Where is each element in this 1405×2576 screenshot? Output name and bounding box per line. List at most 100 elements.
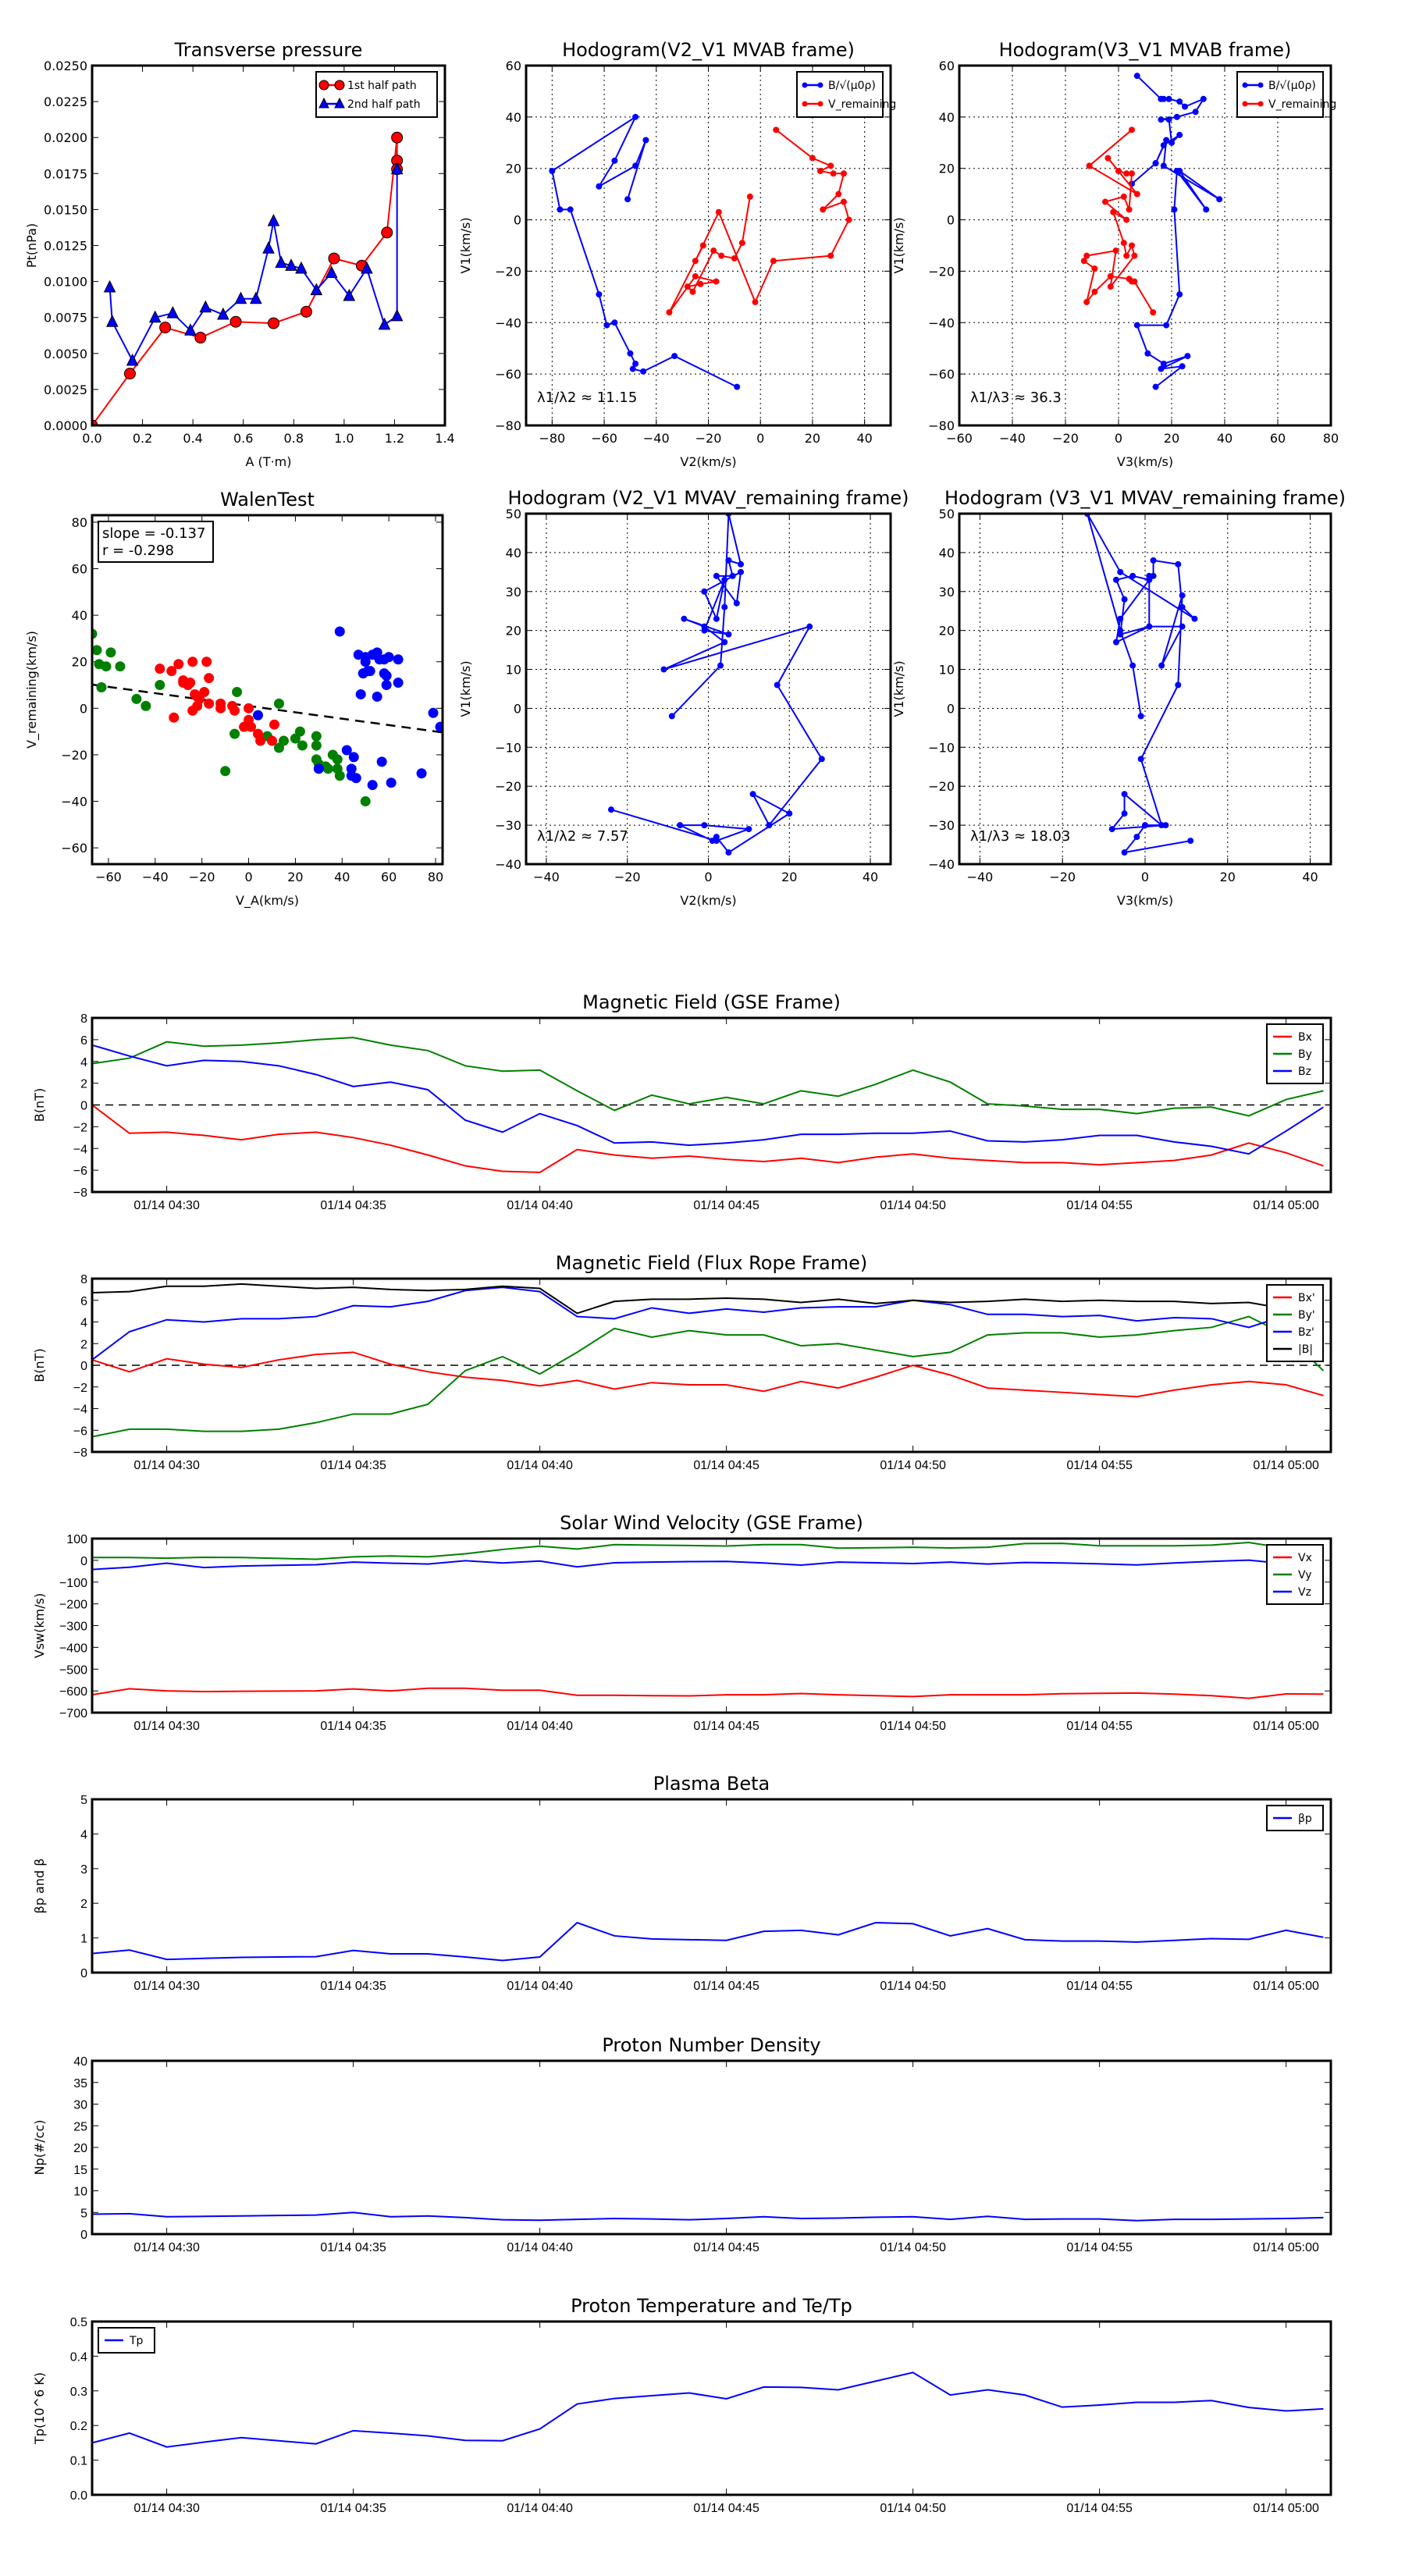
data-point <box>774 681 781 688</box>
y-axis-label: Tp(10^6 K) <box>32 2372 47 2445</box>
data-point <box>738 568 745 575</box>
data-point-blue <box>253 710 264 720</box>
y-tick-label: −40 <box>495 857 521 872</box>
legend-label: By <box>1298 1048 1312 1061</box>
data-point <box>1107 273 1114 280</box>
x-tick-label: 20 <box>805 431 820 446</box>
plot-area <box>92 2211 1324 2222</box>
data-point <box>1080 258 1087 265</box>
data-point <box>1112 639 1119 646</box>
data-point <box>668 713 675 720</box>
y-tick-label: 2 <box>80 1078 87 1091</box>
eigenvalue-ratio: λ1/λ3 ≈ 36.3 <box>970 390 1062 406</box>
y-tick-label: −20 <box>495 264 521 279</box>
x-tick-label: 01/14 04:45 <box>693 1199 759 1212</box>
y-tick-label: −60 <box>61 841 87 856</box>
data-point <box>830 170 837 177</box>
data-point-green <box>155 680 165 691</box>
data-point-red <box>215 703 226 713</box>
legend-label: Vy <box>1298 1569 1312 1582</box>
data-point-green <box>232 686 243 697</box>
chart-title: Transverse pressure <box>174 39 363 61</box>
data-point <box>325 265 338 279</box>
series-line <box>92 137 398 425</box>
series-line-βp <box>92 1921 1324 1962</box>
chart-title: Proton Temperature and Te/Tp <box>571 2295 852 2317</box>
series-line-Bz' <box>92 1286 1324 1361</box>
data-point <box>1216 196 1223 203</box>
y-axis-label: B(nT) <box>32 1088 47 1122</box>
data-point <box>1121 810 1128 817</box>
data-point <box>1083 252 1090 259</box>
legend-marker <box>1242 82 1248 88</box>
y-tick-label: −80 <box>495 418 521 433</box>
x-tick-label: 01/14 05:00 <box>1253 2502 1319 2515</box>
y-tick-label: −8 <box>73 1187 87 1200</box>
data-point <box>1117 568 1124 575</box>
data-point <box>845 216 852 223</box>
data-point <box>194 332 207 344</box>
data-point <box>390 162 404 175</box>
data-point-blue <box>428 707 439 718</box>
data-point-green <box>131 693 142 704</box>
y-tick-label: 50 <box>939 507 955 521</box>
chart-hodogram-v2-v1-mvav: −40 −20 0 20 40 −40 −30 −20 −10 0 10 20 30 40 50Hodogr… <box>458 487 909 908</box>
x-tick-label: 20 <box>1164 431 1179 446</box>
data-point <box>1102 198 1108 205</box>
chart-plasma-beta: 01/14 04:30 01/14 04:35 01/14 04:40 01/14 0… <box>32 1773 1332 1993</box>
data-point <box>806 623 813 630</box>
data-point <box>715 208 722 215</box>
legend-box <box>1236 71 1324 118</box>
series-line-|B| <box>92 1283 1324 1315</box>
x-tick-label: 01/14 04:35 <box>320 1459 386 1472</box>
data-point <box>624 196 631 203</box>
data-point <box>713 278 720 285</box>
y-axis-label: Np(#/cc) <box>32 2120 47 2176</box>
data-point <box>549 168 556 175</box>
y-tick-label: −10 <box>928 740 955 755</box>
x-tick-label: −20 <box>189 870 215 884</box>
data-point-green <box>96 682 107 693</box>
data-point <box>378 317 391 330</box>
x-tick-label: 01/14 04:50 <box>880 1720 946 1733</box>
legend: B/√(μ0ρ) V_remaining <box>796 71 896 118</box>
series-line-Bz <box>92 1044 1324 1155</box>
data-point-green <box>92 628 98 639</box>
data-point-red <box>155 664 165 674</box>
x-axis-label: V3(km/s) <box>1117 454 1173 469</box>
y-tick-label: −40 <box>495 315 521 330</box>
y-tick-label: 100 <box>66 1533 87 1546</box>
y-tick-label: 8 <box>80 1012 87 1026</box>
data-point-green <box>115 661 126 672</box>
y-tick-label: −40 <box>928 857 955 872</box>
data-point-green <box>311 740 322 751</box>
x-tick-label: 01/14 04:40 <box>507 1720 573 1733</box>
data-point <box>840 198 847 205</box>
y-axis-label: V1(km/s) <box>891 217 906 273</box>
data-point <box>123 368 136 380</box>
y-tick-label: 2 <box>80 1898 87 1911</box>
data-point <box>627 350 634 357</box>
y-tick-label: −8 <box>73 1446 87 1460</box>
x-tick-label: 01/14 04:55 <box>1066 2241 1133 2254</box>
data-point <box>567 206 574 213</box>
data-point <box>692 258 699 265</box>
x-tick-label: 01/14 04:40 <box>507 2241 573 2254</box>
series-line-Tp <box>92 2371 1324 2448</box>
data-point <box>1112 576 1119 583</box>
data-point <box>1131 278 1138 285</box>
x-tick-label: −20 <box>614 870 641 884</box>
y-tick-label: −60 <box>928 367 955 382</box>
data-point <box>1117 615 1124 622</box>
y-tick-label: 20 <box>73 2142 87 2155</box>
data-point <box>835 190 842 197</box>
x-tick-label: −40 <box>533 870 560 884</box>
data-point <box>1091 288 1098 295</box>
data-point-blue <box>381 671 392 681</box>
legend-label: 1st half path <box>347 80 417 92</box>
data-point <box>1121 791 1128 798</box>
x-tick-label: 1.0 <box>334 431 354 446</box>
x-tick-label: 01/14 04:30 <box>133 1199 200 1212</box>
data-point <box>1165 116 1172 123</box>
